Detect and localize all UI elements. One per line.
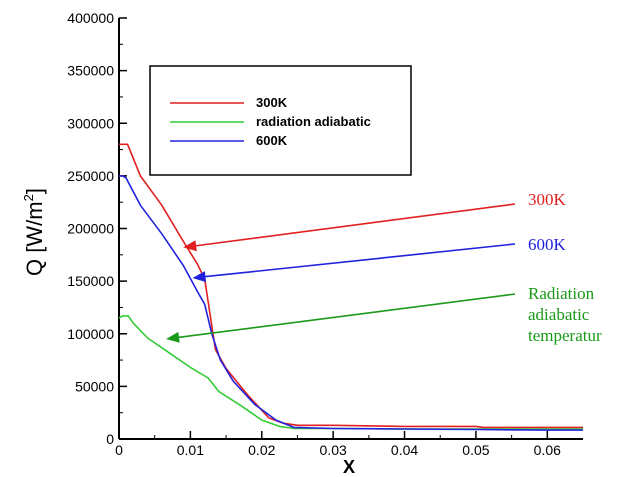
legend-label-radiation-adiabatic: radiation adiabatic [256,114,371,129]
plot-area: 0 50000 100000 150000 200000 250000 300000 3500… [67,10,583,458]
annotation-label: 600K [528,235,567,254]
annotation-label: 300K [528,190,567,209]
x-tick-label: 0.05 [462,442,489,458]
annotation-label: adiabatic [528,305,590,324]
y-tick-label: 50000 [75,378,114,394]
y-tick-label: 300000 [67,115,114,131]
x-tick-label: 0.01 [177,442,204,458]
legend-label-300k: 300K [256,95,288,110]
y-tick-label: 250000 [67,168,114,184]
x-tick-label: 0 [115,442,123,458]
series-line-300k [119,143,583,429]
y-axis-ticks: 0 50000 100000 150000 200000 250000 300000 3500… [67,10,127,447]
legend-box [149,65,412,176]
y-tick-label: 0 [106,431,114,447]
annotations: 300K 600K Radiation adiabatic temperatur [166,190,602,345]
annotation-arrow-line [205,243,516,278]
annotation-arrow-head [166,331,180,343]
x-axis-ticks: 0 0.01 0.02 0.03 0.04 0.05 0.06 [115,431,561,458]
series-lines [118,143,583,431]
x-tick-label: 0.06 [534,442,561,458]
y-tick-label: 200000 [67,221,114,237]
annotation-label: temperatur [528,326,602,345]
y-tick-label: 350000 [67,63,114,79]
x-tick-label: 0.03 [320,442,347,458]
x-tick-label: 0.02 [248,442,275,458]
y-axis-title-close: ] [22,188,47,194]
series-line-600k [119,175,583,431]
y-axis-title-superscript: 2 [21,194,36,201]
annotation-arrow-head [183,240,197,252]
annotation-arrow-line [196,203,516,247]
x-axis-title: X [343,457,355,477]
annotation-arrow-head [192,271,206,283]
annotation-label: Radiation [528,284,595,303]
annotation-arrow-line [178,293,516,339]
series-line-radiation-adiabatic [118,315,583,430]
legend: 300K radiation adiabatic 600K [149,65,412,176]
y-axis-title-main: Q [W/m [22,201,47,276]
x-tick-label: 0.04 [391,442,418,458]
y-axis-title: Q [W/m2] [21,188,47,276]
y-tick-label: 400000 [67,10,114,26]
legend-label-600k: 600K [256,133,288,148]
y-tick-label: 150000 [67,273,114,289]
y-tick-label: 100000 [67,326,114,342]
